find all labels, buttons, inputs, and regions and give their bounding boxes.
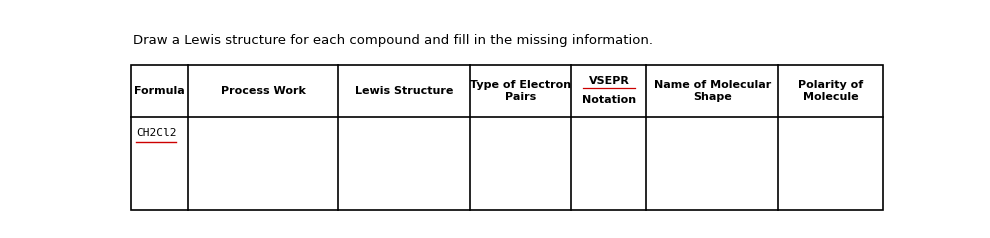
Bar [132,65,883,210]
Text: VSEPR: VSEPR [588,76,630,86]
Text: Notation: Notation [582,94,636,104]
Text: Draw a Lewis structure for each compound and fill in the missing information.: Draw a Lewis structure for each compound… [133,34,653,47]
Text: Formula: Formula [135,86,185,96]
Text: CH2Cl2: CH2Cl2 [136,128,176,138]
Text: Polarity of
Molecule: Polarity of Molecule [798,80,863,102]
Text: Process Work: Process Work [221,86,306,96]
Text: Name of Molecular
Shape: Name of Molecular Shape [653,80,771,102]
Text: Type of Electron
Pairs: Type of Electron Pairs [470,80,571,102]
Text: Lewis Structure: Lewis Structure [354,86,453,96]
